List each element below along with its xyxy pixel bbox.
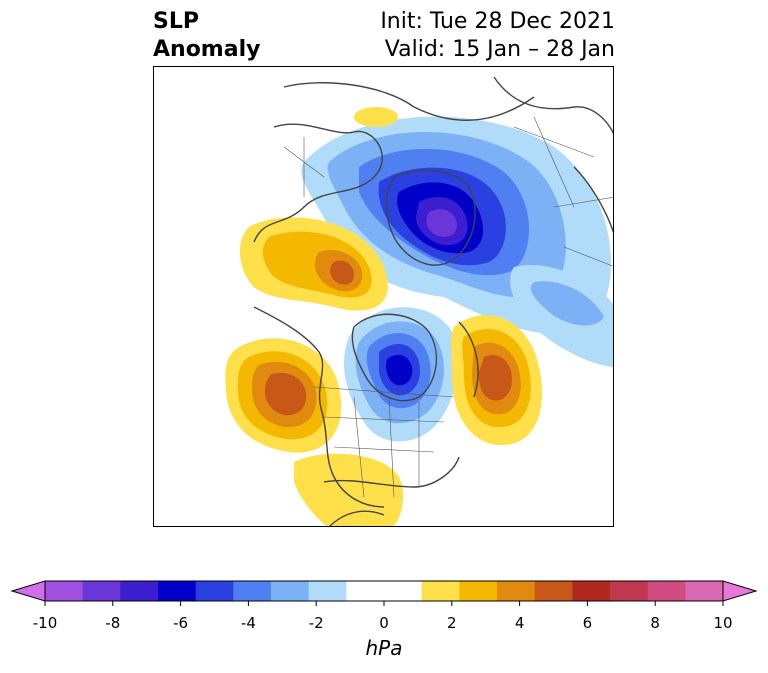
- colorbar-tick-label: 10: [713, 614, 733, 632]
- colorbar-tick-label: 2: [447, 614, 457, 632]
- coastlines: [253, 76, 613, 526]
- colorbar-segments: [45, 581, 724, 601]
- colorbar-tick-label: -8: [105, 614, 121, 632]
- colorbar-segment: [534, 581, 573, 601]
- colorbar-segment: [610, 581, 649, 601]
- colorbar-extend-high: [722, 580, 758, 602]
- colorbar-segment: [233, 581, 272, 601]
- colorbar-tick-label: 6: [582, 614, 593, 632]
- colorbar-segment: [120, 581, 159, 601]
- colorbar-unit: hPa: [365, 636, 403, 660]
- colorbar-segment: [572, 581, 611, 601]
- colorbar-tick-label: -10: [32, 614, 58, 632]
- colorbar-segment: [195, 581, 234, 601]
- colorbar-segment: [421, 581, 460, 601]
- init-date: Init: Tue 28 Dec 2021: [380, 9, 615, 34]
- colorbar-tick-label: 0: [379, 614, 389, 632]
- colorbar: [10, 580, 758, 606]
- negative-anomaly-hudson: [344, 307, 459, 442]
- colorbar-tick-label: -4: [240, 614, 256, 632]
- colorbar-segment: [459, 581, 498, 601]
- colorbar-segment: [308, 581, 347, 601]
- title-left: SLP Anomaly: [153, 8, 260, 64]
- colorbar-tick-label: -2: [308, 614, 324, 632]
- colorbar-segment: [497, 581, 536, 601]
- anomaly-field: [225, 107, 613, 526]
- valid-range: Valid: 15 Jan – 28 Jan: [384, 37, 615, 62]
- map-panel: [153, 66, 614, 527]
- positive-anomaly-europe: [239, 217, 388, 311]
- colorbar-ticks: [44, 601, 724, 606]
- colorbar-extend-low: [10, 580, 46, 602]
- colorbar-tick-label: -6: [173, 614, 189, 632]
- colorbar-segment: [158, 581, 197, 601]
- country-borders: [283, 116, 613, 498]
- positive-anomaly-usa: [294, 453, 404, 526]
- colorbar-tick-label: 8: [650, 614, 660, 632]
- colorbar-segment: [647, 581, 686, 601]
- colorbar-segment: [384, 581, 423, 601]
- colorbar-segment: [271, 581, 310, 601]
- title-variable: SLP: [153, 9, 199, 34]
- anomaly-map: [225, 76, 613, 526]
- colorbar-segment: [82, 581, 121, 601]
- title-subtitle: Anomaly: [153, 37, 261, 62]
- positive-anomaly-pacific: [225, 338, 342, 453]
- colorbar-segment: [685, 581, 724, 601]
- positive-anomaly-atlantic: [451, 315, 543, 446]
- colorbar-tick-label: 4: [514, 614, 525, 632]
- colorbar-segment: [346, 581, 385, 601]
- colorbar-segment: [45, 581, 84, 601]
- title-right: Init: Tue 28 Dec 2021 Valid: 15 Jan – 28…: [380, 8, 615, 64]
